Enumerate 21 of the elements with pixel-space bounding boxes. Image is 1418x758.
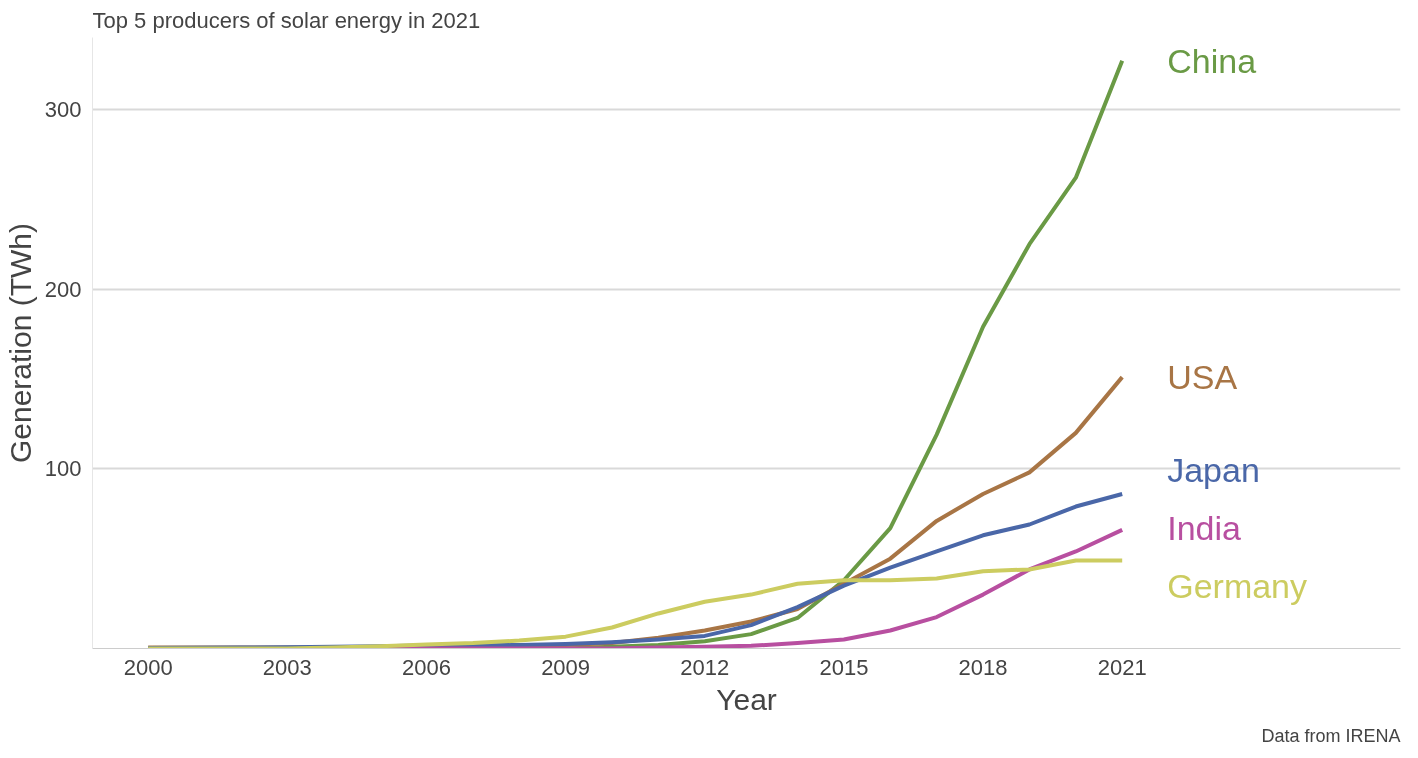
y-tick-label: 100 <box>44 456 82 482</box>
series-label: Japan <box>1167 451 1260 490</box>
y-tick-label: 200 <box>44 276 82 302</box>
x-tick-label: 2021 <box>1097 654 1147 680</box>
x-tick-label: 2006 <box>401 654 451 680</box>
chart-title: Top 5 producers of solar energy in 2021 <box>92 7 481 33</box>
x-tick-label: 2012 <box>680 654 730 680</box>
series-label: India <box>1167 509 1242 548</box>
y-axis-title: Generation (TWh) <box>3 222 37 464</box>
x-axis-title: Year <box>716 682 777 716</box>
x-tick-label: 2000 <box>123 654 173 680</box>
x-tick-label: 2018 <box>958 654 1008 680</box>
x-tick-label: 2009 <box>541 654 591 680</box>
y-tick-label: 300 <box>44 96 82 122</box>
x-tick-label: 2015 <box>819 654 869 680</box>
line-series <box>146 558 1125 649</box>
series-label: China <box>1167 41 1257 80</box>
x-tick-label: 2003 <box>262 654 312 680</box>
series-label: USA <box>1167 358 1238 397</box>
series-label: Germany <box>1167 567 1308 606</box>
text: Data from IRENA <box>1261 725 1401 746</box>
